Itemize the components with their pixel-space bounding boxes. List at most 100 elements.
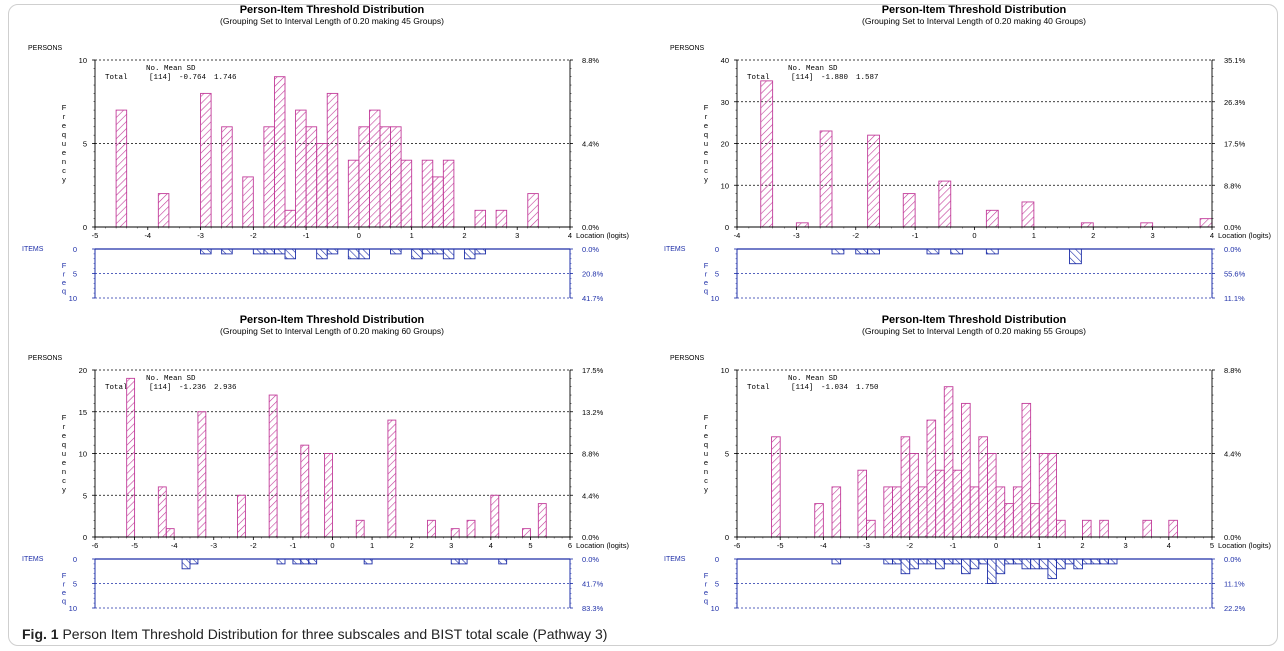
item-bar [450,558,460,565]
x-tick-label: -1 [303,231,310,240]
x-tick-label: 1 [370,541,374,550]
person-bar [474,209,487,228]
items-label: ITEMS [664,556,686,563]
person-bar [347,159,360,228]
y-tick-label: 10 [721,366,729,375]
x-tick-label: 2 [1091,231,1095,240]
y-right-tick-label: 4.4% [582,491,599,500]
frequency-axis-letter: n [62,157,66,166]
y-tick-label: 15 [79,408,87,417]
item-tick-label: 10 [69,294,77,303]
chart-title: Person-Item Threshold Distribution [882,314,1067,326]
item-bar [909,558,919,570]
chart-panel-subscale-1: Person-Item Threshold Distribution(Group… [22,4,629,303]
item-bar [421,248,434,255]
person-bar [867,134,880,228]
chart-subtitle: (Grouping Set to Interval Length of 0.20… [220,326,444,336]
y-tick-label: 0 [83,533,87,542]
item-tick-label: 5 [715,270,719,279]
frequency-axis-letter: c [62,476,66,485]
item-tick-label: 5 [715,580,719,589]
person-bar [1199,218,1213,228]
stats-total-label: Total [105,384,128,392]
item-bar [1056,558,1066,570]
item-bar [892,558,902,565]
person-bar [961,402,971,538]
y-right-tick-label: 0.0% [1224,223,1241,232]
item-bar [943,558,954,565]
stats-total-label: Total [105,74,128,82]
x-tick-label: 5 [528,541,532,550]
item-bar [1021,558,1032,570]
frequency-axis-letter: F [704,413,709,422]
x-tick-label: -3 [197,231,204,240]
stats-mean: -1.034 [821,384,849,392]
person-bar [284,209,297,228]
item-bar [883,558,893,565]
person-bar [909,453,919,538]
frequency-axis-letter: c [704,166,708,175]
x-tick-label: -6 [92,541,99,550]
item-bar [950,248,964,255]
frequency-axis-letter: y [62,485,66,494]
person-bar [760,80,774,228]
x-tick-label: 3 [1151,231,1155,240]
x-axis-label: Location (logits) [576,541,629,550]
persons-label: PERSONS [28,355,63,362]
frequency-axis-letter: e [62,121,66,130]
item-bar [474,248,487,255]
item-bar [831,558,842,565]
y-right-tick-label: 0.0% [582,223,599,232]
frequency-axis-letter: y [62,175,66,184]
item-bar [1082,558,1092,565]
item-bar [284,248,297,260]
frequency-axis-letter: F [62,103,67,112]
person-bar [387,419,397,538]
item-bar [411,248,423,260]
person-bar [857,469,867,538]
person-bar [1030,503,1040,538]
x-axis-label: Location (logits) [1218,541,1271,550]
person-bar [115,109,128,228]
items-label: ITEMS [22,556,44,563]
caption-text: Person Item Threshold Distribution for t… [62,626,608,642]
person-bar [379,126,392,228]
person-bar [237,494,246,538]
person-bar [995,486,1006,538]
frequency-axis-letter: e [62,148,66,157]
frequency-axis-letter: e [704,121,708,130]
x-tick-label: 6 [568,541,572,550]
frequency-axis-letter: e [704,148,708,157]
item-bar [1090,558,1101,565]
chart-subtitle: (Grouping Set to Interval Length of 0.20… [862,16,1086,26]
y-tick-label: 0 [725,533,729,542]
y-tick-label: 0 [725,223,729,232]
x-tick-label: -2 [906,541,913,550]
item-tick-label: 0 [73,245,77,254]
chart-panel-subscale-3: Person-Item Threshold Distribution(Group… [22,314,629,613]
person-bar [814,503,824,538]
stats-header: No. Mean SD [146,65,196,73]
item-right-tick-label: 41.7% [582,294,604,303]
stats-n: [114] [791,74,814,82]
person-bar [1082,519,1092,538]
chart-title: Person-Item Threshold Distribution [240,4,425,16]
person-bar [200,92,212,228]
figure-frame [8,4,1278,646]
y-right-tick-label: 8.8% [582,450,599,459]
y-right-tick-label: 17.5% [1224,140,1246,149]
item-bar [1038,558,1049,570]
stats-mean: -1.880 [821,74,849,82]
frequency-axis-letter: e [704,431,708,440]
y-right-tick-label: 4.4% [1224,450,1241,459]
figure-caption: Fig. 1 Person Item Threshold Distributio… [22,626,607,642]
x-tick-label: 4 [568,231,572,240]
y-right-tick-label: 17.5% [582,366,604,375]
x-tick-label: 0 [994,541,998,550]
items-label: ITEMS [664,246,686,253]
x-tick-label: 0 [330,541,334,550]
stats-total-label: Total [747,74,770,82]
person-bar [157,486,167,538]
person-bar [1168,519,1178,538]
y-tick-label: 5 [83,491,87,500]
